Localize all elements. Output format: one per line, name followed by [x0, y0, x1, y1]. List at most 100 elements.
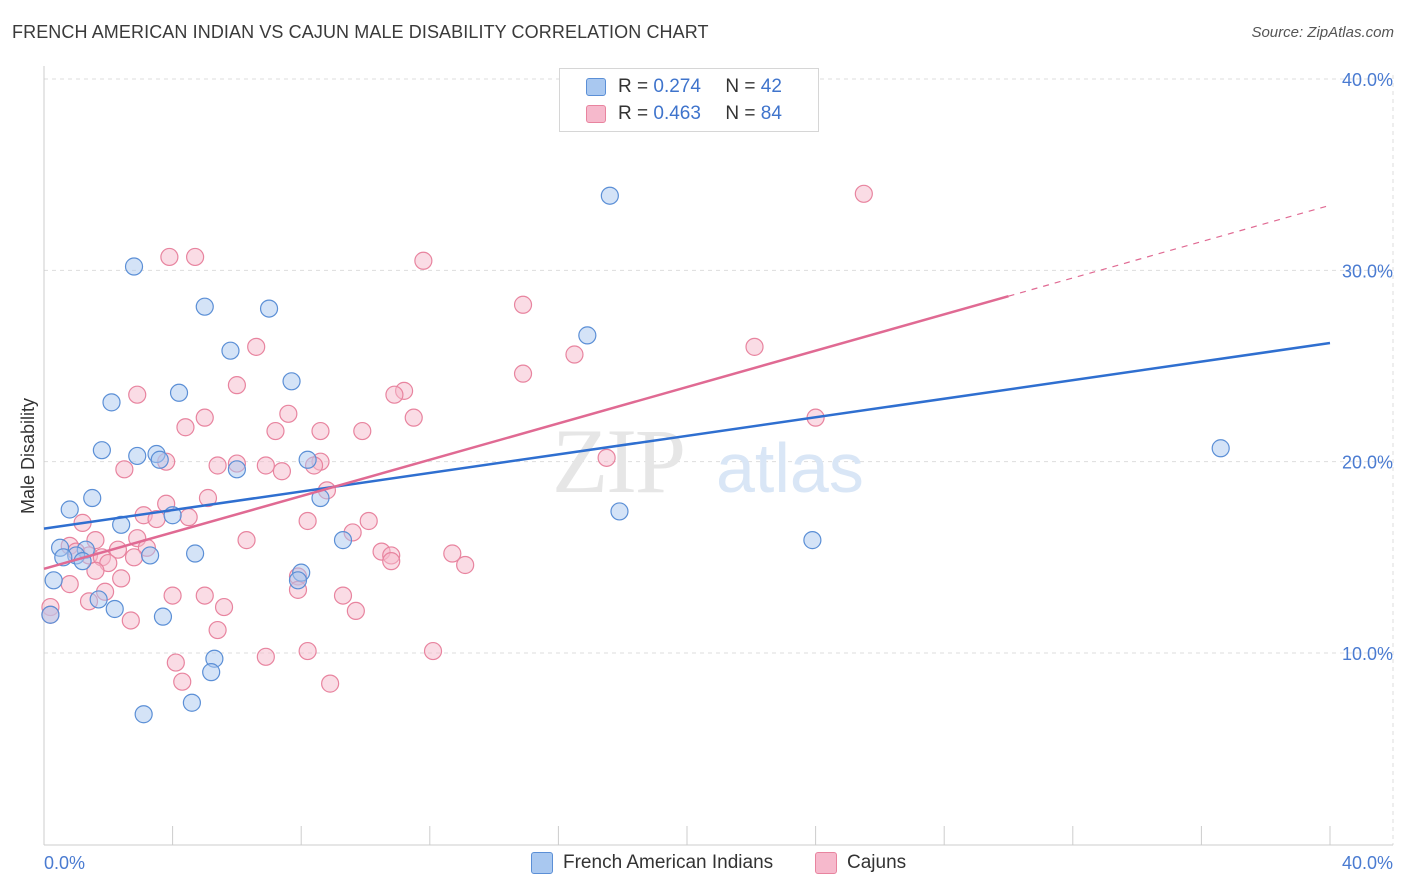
y-tick-label: 40.0% — [1342, 70, 1393, 90]
data-point — [333, 531, 353, 550]
legend-r-value: 0.274 — [653, 76, 701, 97]
data-point — [173, 672, 192, 691]
trend-line-cajuns-extension — [1008, 204, 1331, 297]
data-point — [221, 341, 240, 360]
data-point — [597, 448, 616, 467]
data-point — [124, 257, 144, 276]
data-point — [321, 674, 340, 693]
data-point — [134, 705, 153, 724]
data-point — [237, 531, 256, 550]
data-point — [92, 441, 111, 460]
data-point — [578, 326, 597, 345]
data-point — [513, 295, 533, 314]
data-point — [346, 601, 365, 621]
y-tick-labels: 10.0% 20.0% 30.0% 40.0% — [1342, 70, 1393, 664]
series-french-american-indians — [41, 186, 1230, 724]
data-point — [359, 511, 378, 531]
data-point — [166, 653, 185, 672]
legend-n-value: 42 — [760, 76, 782, 97]
data-point — [266, 421, 285, 441]
data-point — [128, 446, 147, 466]
data-point — [353, 421, 372, 441]
data-point — [208, 620, 227, 640]
data-point — [115, 460, 134, 479]
data-point — [311, 421, 330, 441]
data-point — [44, 571, 63, 590]
data-point — [227, 376, 246, 395]
legend-label: French American Indians — [563, 852, 774, 873]
trend-lines — [43, 204, 1331, 571]
watermark-atlas: atlas — [716, 429, 864, 507]
data-point — [86, 561, 105, 580]
data-point — [513, 364, 533, 383]
data-point — [182, 693, 201, 712]
data-point — [272, 462, 292, 481]
data-point — [179, 508, 198, 527]
source-label: Source: ZipAtlas.com — [1251, 24, 1394, 41]
legend-n-label: N = — [725, 76, 756, 97]
legend-r-value: 0.463 — [653, 103, 701, 124]
chart-title: FRENCH AMERICAN INDIAN VS CAJUN MALE DIS… — [12, 22, 709, 42]
data-point — [163, 586, 182, 605]
data-point — [89, 590, 108, 609]
data-point — [256, 647, 275, 666]
data-point — [169, 383, 189, 402]
data-point — [298, 511, 317, 531]
data-point — [256, 456, 275, 475]
data-point — [105, 599, 124, 619]
data-point — [259, 299, 279, 318]
stats-legend: R = 0.274 N = 42 R = 0.463 N = 84 — [559, 68, 819, 132]
legend-swatch-pink — [586, 105, 606, 123]
data-point — [610, 502, 629, 521]
legend-n-value: 84 — [760, 103, 782, 124]
y-axis-label: Male Disability — [18, 398, 38, 514]
data-point — [282, 372, 301, 391]
data-point — [247, 337, 266, 356]
data-point — [227, 460, 246, 479]
data-point — [298, 450, 317, 469]
watermark-zip: ZIP — [552, 410, 684, 512]
x-tick-labels: 0.0% 40.0% — [44, 853, 1393, 873]
data-point — [121, 611, 140, 630]
legend-r-label: R = — [618, 76, 649, 97]
data-point — [176, 418, 195, 437]
data-point — [60, 500, 79, 519]
data-point — [1211, 439, 1230, 458]
data-point — [298, 641, 317, 661]
y-tick-label: 20.0% — [1342, 453, 1393, 473]
data-point — [279, 404, 298, 423]
data-point — [382, 552, 401, 571]
legend-swatch-blue — [586, 78, 606, 96]
data-point — [150, 450, 169, 469]
x-tick-label-max: 40.0% — [1342, 853, 1393, 873]
legend-row-blue: R = 0.274 N = 42 — [586, 74, 782, 100]
legend-r-label: R = — [618, 103, 649, 124]
legend-swatch-blue — [531, 852, 553, 874]
trend-line-french-american-indians — [43, 341, 1331, 530]
x-tick-label-min: 0.0% — [44, 853, 85, 873]
data-point — [102, 393, 121, 412]
data-point — [443, 544, 462, 563]
data-point — [195, 408, 214, 427]
data-point — [208, 456, 227, 475]
data-point — [41, 605, 60, 624]
data-point — [83, 488, 102, 508]
legend-label: Cajuns — [847, 852, 907, 873]
legend-n-label: N = — [725, 103, 756, 124]
data-point — [745, 337, 764, 356]
data-point — [198, 488, 218, 508]
data-point — [186, 544, 205, 563]
legend-item-french-american-indians[interactable]: French American Indians — [531, 852, 773, 874]
data-point — [153, 607, 173, 626]
legend-row-pink: R = 0.463 N = 84 — [586, 101, 782, 127]
legend-item-cajuns[interactable]: Cajuns — [815, 852, 906, 874]
axes — [43, 66, 1393, 846]
data-point — [195, 586, 214, 605]
data-point — [456, 555, 475, 575]
data-point — [423, 641, 443, 661]
data-point — [112, 569, 131, 588]
y-tick-label: 10.0% — [1342, 644, 1393, 664]
trend-line-cajuns — [43, 294, 1009, 571]
data-point — [128, 385, 147, 404]
